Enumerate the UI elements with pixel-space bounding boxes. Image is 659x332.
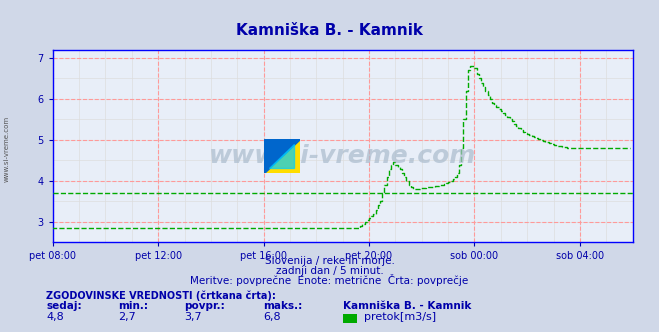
Text: Slovenija / reke in morje.: Slovenija / reke in morje. (264, 256, 395, 266)
Polygon shape (269, 144, 295, 168)
Text: 4,8: 4,8 (46, 312, 64, 322)
Text: ZGODOVINSKE VREDNOSTI (črtkana črta):: ZGODOVINSKE VREDNOSTI (črtkana črta): (46, 290, 276, 301)
Text: www.si-vreme.com: www.si-vreme.com (209, 144, 476, 168)
Text: min.:: min.: (119, 301, 149, 311)
Polygon shape (264, 139, 300, 173)
Polygon shape (264, 139, 300, 173)
Text: www.si-vreme.com: www.si-vreme.com (3, 116, 9, 183)
Text: 2,7: 2,7 (119, 312, 136, 322)
Text: sedaj:: sedaj: (46, 301, 82, 311)
Text: Kamniška B. - Kamnik: Kamniška B. - Kamnik (236, 23, 423, 38)
Text: pretok[m3/s]: pretok[m3/s] (364, 312, 436, 322)
Text: povpr.:: povpr.: (185, 301, 225, 311)
Text: Kamniška B. - Kamnik: Kamniška B. - Kamnik (343, 301, 471, 311)
Text: Meritve: povprečne  Enote: metrične  Črta: povprečje: Meritve: povprečne Enote: metrične Črta:… (190, 274, 469, 286)
Text: 6,8: 6,8 (264, 312, 281, 322)
Text: maks.:: maks.: (264, 301, 303, 311)
Text: zadnji dan / 5 minut.: zadnji dan / 5 minut. (275, 266, 384, 276)
Text: 3,7: 3,7 (185, 312, 202, 322)
